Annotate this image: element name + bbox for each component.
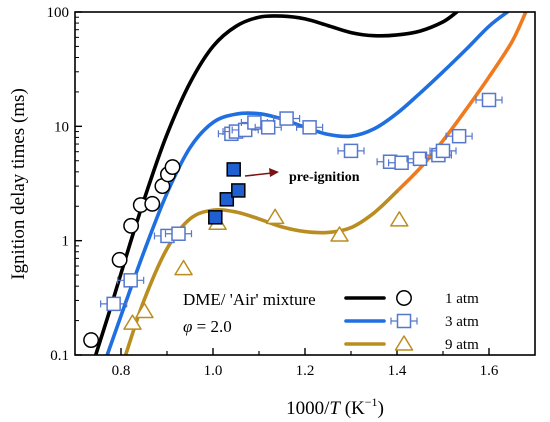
axis-ticks: 0.8 1.0 1.2 1.4 1.6 0.1 1 10 100 xyxy=(47,5,499,379)
pre-ignition-arrow xyxy=(244,172,273,177)
marker-9atm-1 xyxy=(135,302,154,319)
marker-3atm-14 xyxy=(412,151,428,167)
legend-3atm-marker xyxy=(396,313,412,329)
marker-3atm-18 xyxy=(481,92,497,108)
marker-9atm-4 xyxy=(265,208,285,225)
model-curve-1atm xyxy=(93,12,459,355)
x-axis-label-close: ) xyxy=(378,398,384,419)
marker-1atm-2 xyxy=(123,217,140,234)
marker-3atm-9 xyxy=(279,111,294,126)
marker-3atm-8 xyxy=(260,120,276,135)
x-tick-label-2: 1.2 xyxy=(296,363,315,379)
legend-9atm-label: 9 atm xyxy=(445,337,479,353)
x-tick-label-0: 0.8 xyxy=(112,363,131,379)
marker-pre-ignition-3 xyxy=(231,183,246,198)
x-axis-label: 1000/T (K−1) xyxy=(286,395,384,419)
marker-1atm-4 xyxy=(144,195,161,212)
marker-pre-ignition-1 xyxy=(219,192,235,207)
legend-1atm-marker xyxy=(396,290,412,306)
marker-3atm-13 xyxy=(394,155,409,171)
x-tick-label-3: 1.4 xyxy=(388,363,407,379)
marker-3atm-3 xyxy=(171,226,186,241)
marker-3atm-17 xyxy=(451,128,467,144)
marker-pre-ignition-0 xyxy=(208,210,223,225)
x-axis-label-prefix: 1000/ xyxy=(286,398,330,419)
y-tick-label-3: 100 xyxy=(47,5,70,21)
legend-1atm-label: 1 atm xyxy=(445,291,479,307)
pre-ignition-arrowhead xyxy=(269,168,279,177)
marker-3atm-7 xyxy=(247,115,262,130)
legend-3atm-label: 3 atm xyxy=(445,314,479,330)
marker-1atm-1 xyxy=(111,251,128,268)
model-curve-9atm-high-t xyxy=(395,12,528,194)
x-tick-label-4: 1.6 xyxy=(480,363,499,379)
model-curve-9atm xyxy=(123,189,399,355)
marker-9atm-6 xyxy=(390,211,409,227)
x-tick-label-1: 1.0 xyxy=(204,363,223,379)
y-tick-label-2: 10 xyxy=(54,119,69,135)
marker-3atm-0 xyxy=(106,296,121,312)
marker-pre-ignition-2 xyxy=(226,162,241,177)
x-axis-label-exponent: −1 xyxy=(365,395,378,409)
x-axis-label-unit: (K xyxy=(340,398,365,419)
marker-3atm-10 xyxy=(302,120,317,135)
legend-9atm-marker xyxy=(394,335,414,351)
y-tick-label-0: 0.1 xyxy=(50,348,69,364)
pre-ignition-annotation: pre-ignition xyxy=(244,168,360,185)
legend: 1 atm 3 atm 9 atm xyxy=(344,290,479,353)
equivalence-ratio-symbol: φ xyxy=(183,317,192,336)
marker-9atm-5 xyxy=(330,226,349,242)
y-tick-label-1: 1 xyxy=(62,234,70,250)
marker-9atm-0 xyxy=(123,314,142,330)
equivalence-ratio-value: = 2.0 xyxy=(192,317,231,336)
data-markers xyxy=(83,92,503,349)
marker-1atm-7 xyxy=(164,159,181,176)
marker-3atm-11 xyxy=(343,143,359,159)
marker-3atm-16 xyxy=(435,143,451,159)
y-axis-label: Ignition delay times (ms) xyxy=(8,88,29,280)
marker-1atm-0 xyxy=(83,332,100,349)
marker-9atm-2 xyxy=(174,259,193,276)
x-axis-label-variable: T xyxy=(329,398,341,419)
equivalence-ratio-annotation: φ = 2.0 xyxy=(183,317,232,336)
marker-3atm-1 xyxy=(123,273,138,288)
mixture-annotation: DME/ 'Air' mixture xyxy=(183,290,316,309)
pre-ignition-label: pre-ignition xyxy=(289,170,360,185)
